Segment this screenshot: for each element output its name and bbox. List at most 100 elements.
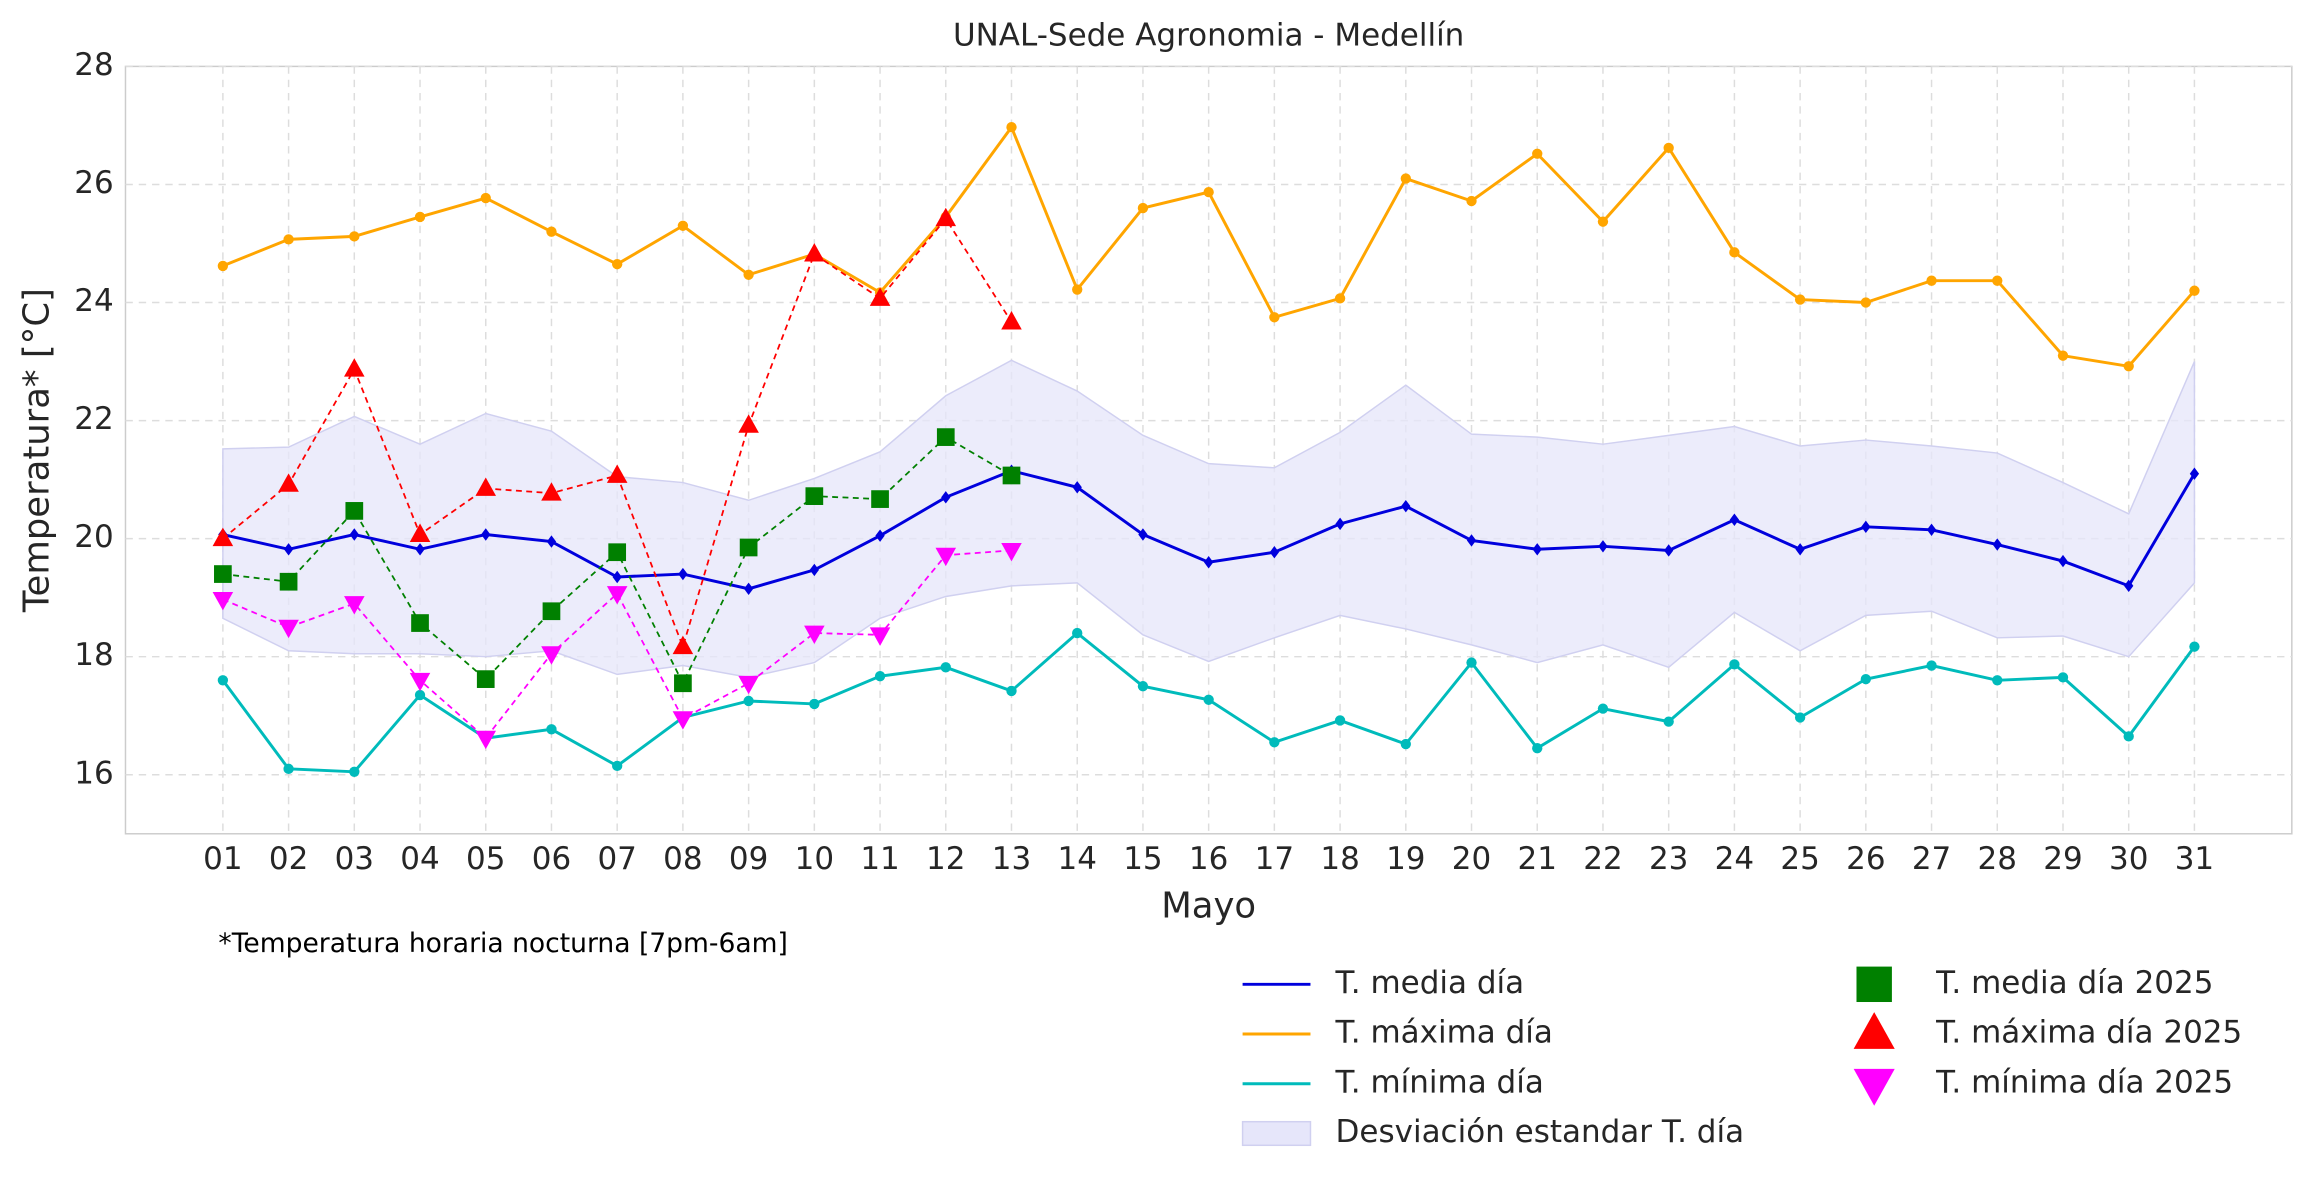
x-tick-label: 17	[1255, 841, 1294, 877]
point	[349, 528, 359, 541]
legend-swatch	[1241, 1120, 1312, 1147]
x-tick-label: 19	[1386, 841, 1425, 877]
point	[278, 619, 299, 639]
point	[1860, 297, 1872, 308]
y-tick-label: 20	[74, 519, 113, 555]
point	[612, 760, 623, 772]
point	[1861, 520, 1871, 534]
x-axis-label: Mayo	[1161, 886, 1256, 927]
point	[1335, 517, 1345, 531]
point	[804, 625, 825, 645]
point	[2189, 285, 2200, 296]
point	[217, 675, 229, 686]
x-tick-label: 04	[400, 841, 439, 877]
x-tick-label: 22	[1583, 841, 1622, 877]
point	[214, 565, 232, 583]
point	[415, 543, 425, 556]
point	[674, 674, 692, 693]
point	[1203, 694, 1214, 705]
point	[1532, 743, 1543, 754]
x-tick-label: 16	[1189, 841, 1228, 877]
point	[738, 675, 759, 695]
point	[936, 428, 955, 446]
x-tick-label: 29	[2043, 841, 2082, 877]
x-tick-label: 11	[860, 841, 899, 877]
point	[541, 646, 562, 665]
point	[1072, 627, 1083, 639]
x-tick-label: 28	[1978, 841, 2017, 877]
x-tick-label: 14	[1057, 841, 1096, 877]
point	[1992, 275, 2003, 286]
y-tick-label: 18	[74, 637, 113, 673]
point	[1663, 716, 1674, 727]
point	[1006, 122, 1017, 133]
point	[475, 477, 497, 496]
x-tick-label: 06	[532, 841, 571, 877]
point	[546, 226, 557, 237]
point	[672, 711, 694, 730]
point	[1794, 294, 1806, 305]
point	[349, 766, 360, 777]
legend-label: T. media día 2025	[1935, 965, 2213, 1001]
x-tick-label: 30	[2109, 841, 2148, 877]
x-tick-label: 18	[1320, 841, 1359, 877]
point	[344, 358, 365, 377]
point	[805, 487, 824, 505]
y-tick-label: 26	[74, 165, 113, 201]
point	[1532, 543, 1542, 556]
point	[1729, 659, 1740, 670]
point	[739, 538, 758, 557]
point	[1006, 685, 1017, 697]
point	[1001, 543, 1022, 562]
point	[1400, 738, 1411, 750]
x-tick-label: 08	[663, 841, 702, 877]
point	[212, 591, 234, 611]
point	[2057, 350, 2069, 361]
point	[612, 258, 623, 270]
point	[1269, 546, 1280, 559]
point	[1334, 715, 1346, 726]
point	[1860, 673, 1872, 685]
point	[935, 207, 957, 227]
footnote: *Temperatura horaria nocturna [7pm-6am]	[218, 928, 787, 959]
point	[1794, 712, 1806, 723]
legend-label: T. mínima día 2025	[1935, 1064, 2233, 1100]
point	[1400, 173, 1411, 184]
point	[1729, 247, 1740, 258]
x-tick-label: 25	[1780, 841, 1819, 877]
point	[1597, 216, 1609, 227]
point	[677, 220, 689, 231]
legend-label: T. media día	[1335, 965, 1525, 1001]
point	[672, 635, 694, 655]
point	[743, 695, 754, 707]
point	[217, 260, 229, 272]
point	[1926, 523, 1937, 536]
y-tick-label: 24	[74, 283, 113, 319]
point	[869, 627, 891, 646]
point	[1532, 148, 1543, 159]
y-tick-label: 28	[74, 47, 113, 83]
point	[283, 763, 294, 775]
point	[1466, 657, 1477, 668]
legend-label: T. máxima día 2025	[1935, 1015, 2242, 1051]
x-tick-label: 26	[1846, 841, 1885, 877]
point	[1663, 142, 1674, 154]
x-tick-label: 21	[1518, 841, 1557, 877]
point	[1203, 186, 1214, 198]
point	[2189, 641, 2200, 652]
point	[1334, 293, 1346, 304]
x-tick-label: 13	[992, 841, 1031, 877]
y-tick-label: 16	[74, 755, 113, 791]
point	[1269, 737, 1280, 748]
point	[212, 527, 234, 547]
point	[1795, 543, 1805, 556]
point	[738, 414, 759, 433]
x-tick-label: 07	[597, 841, 636, 877]
point	[606, 586, 628, 605]
point	[279, 572, 298, 591]
point	[1598, 540, 1608, 553]
point	[809, 698, 820, 710]
std-band	[222, 359, 2196, 679]
point	[1001, 311, 1022, 330]
